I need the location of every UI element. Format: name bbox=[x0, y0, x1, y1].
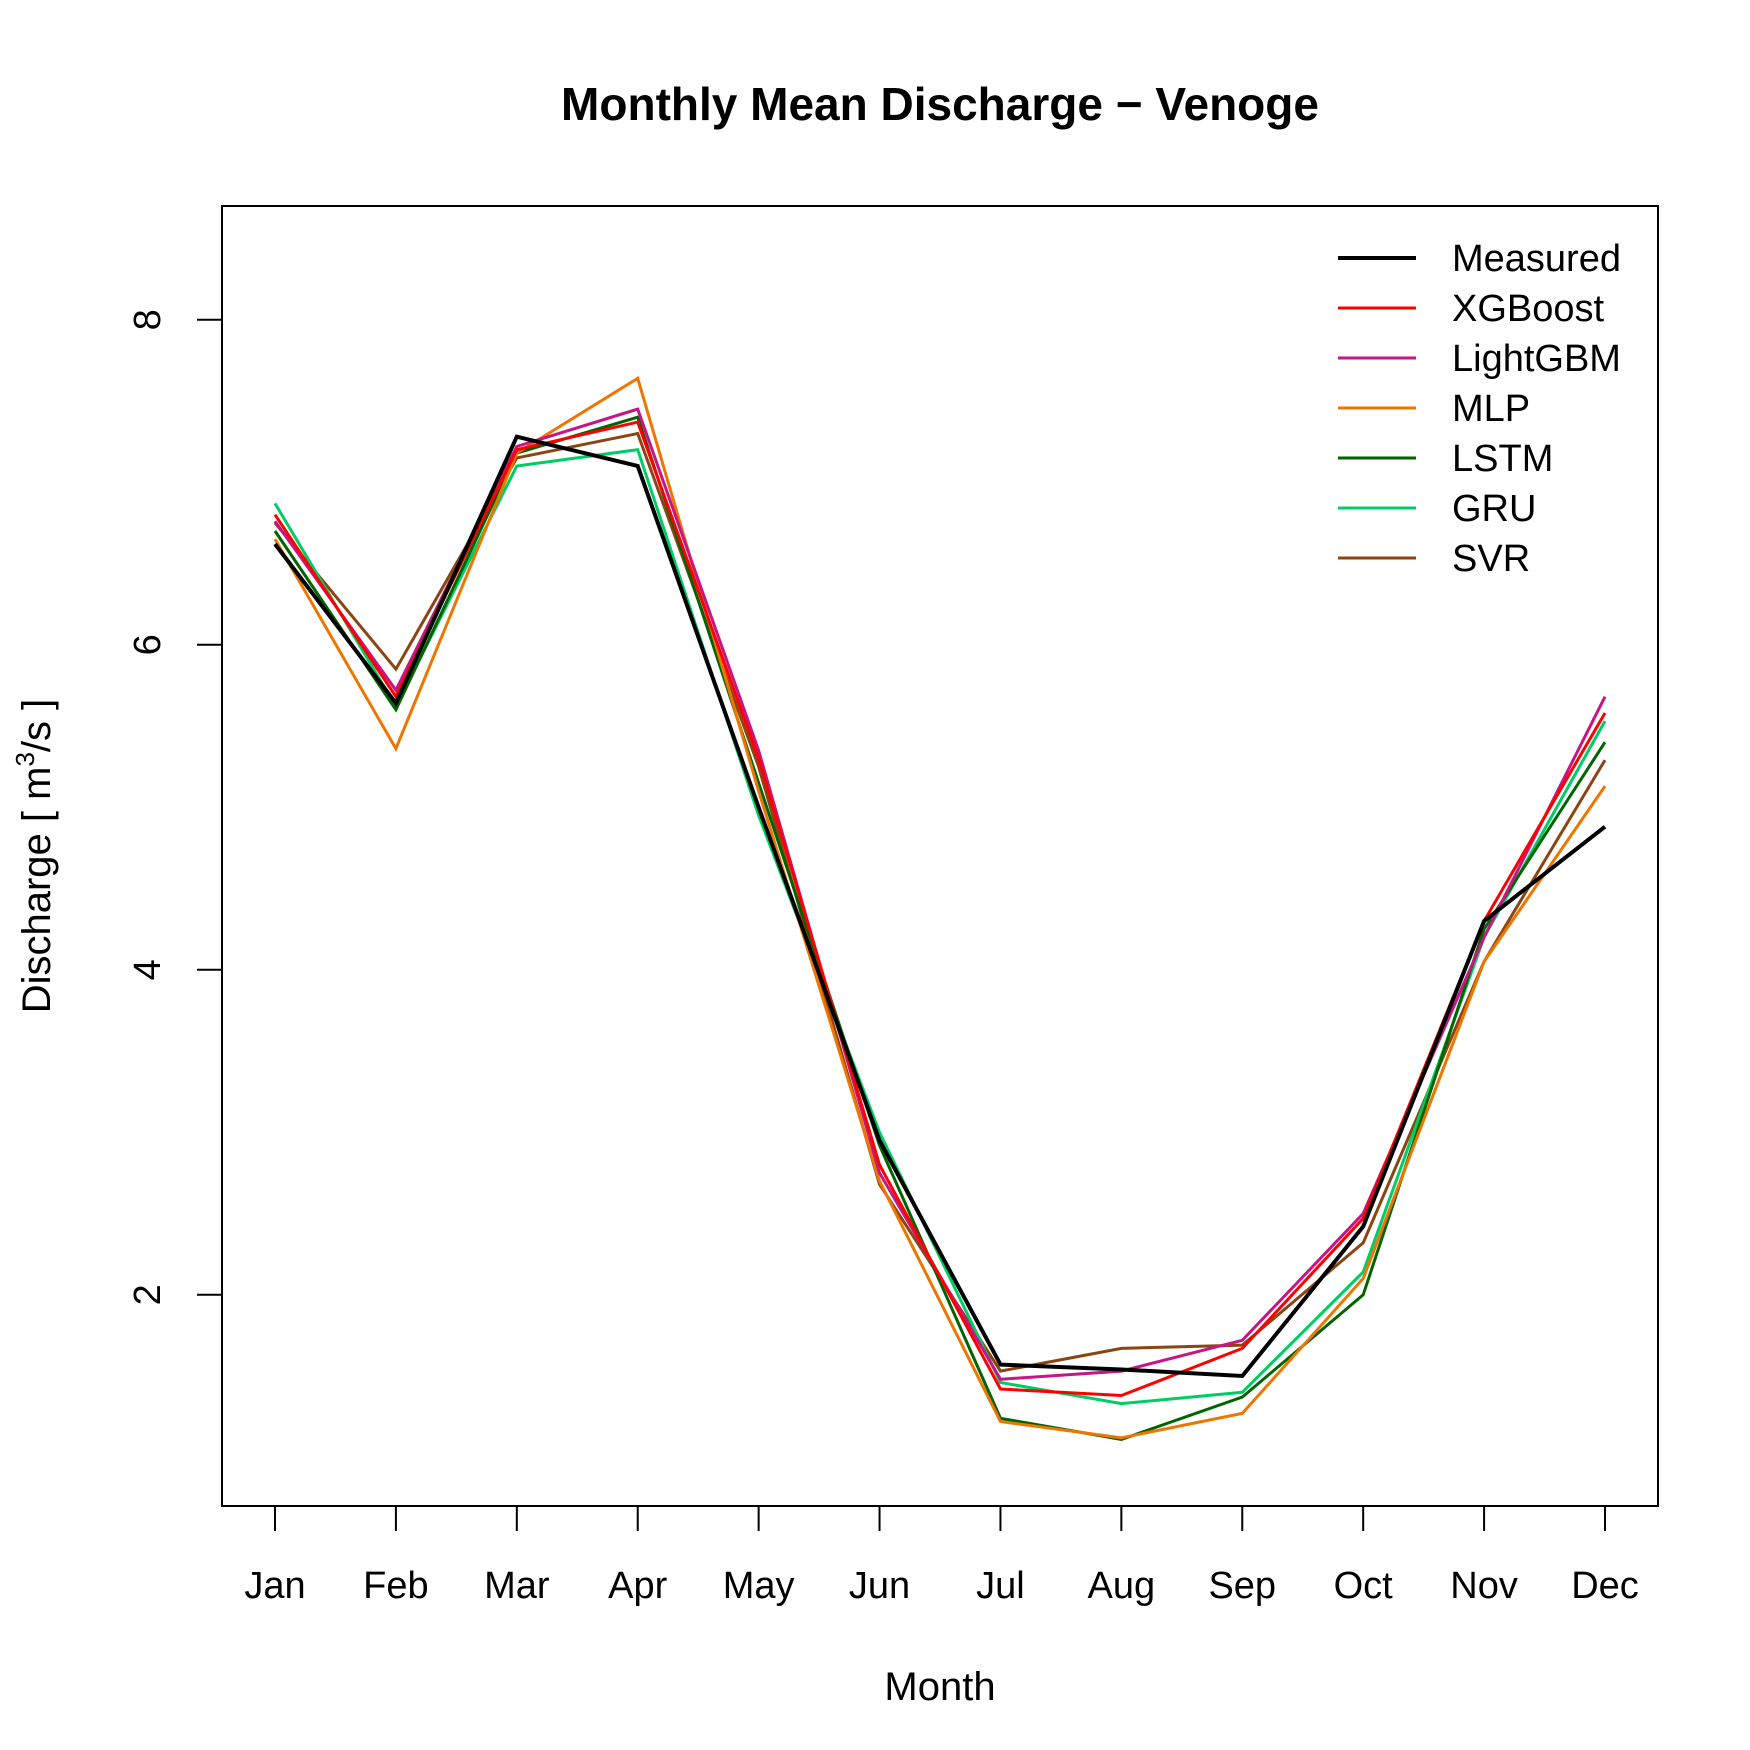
x-tick-label: Mar bbox=[484, 1565, 550, 1607]
legend-label-lightgbm: LightGBM bbox=[1452, 338, 1621, 380]
legend-label-svr: SVR bbox=[1452, 538, 1530, 580]
x-tick-label: Oct bbox=[1334, 1565, 1394, 1607]
legend-label-gru: GRU bbox=[1452, 488, 1536, 530]
series-line-gru bbox=[273, 448, 1607, 1406]
legend-label-mlp: MLP bbox=[1452, 388, 1530, 430]
series-line-xgboost bbox=[273, 420, 1607, 1398]
legend: Measured XGBoost LightGBM MLP LSTM GRU SVR bbox=[1338, 238, 1621, 580]
series-layer bbox=[273, 375, 1607, 1441]
y-tick-label: 6 bbox=[127, 634, 169, 655]
legend-label-lstm: LSTM bbox=[1452, 438, 1553, 480]
series-line-svr bbox=[273, 431, 1607, 1373]
y-axis-label-tail: /s ] bbox=[15, 699, 59, 752]
x-tick-label: Sep bbox=[1208, 1565, 1276, 1607]
y-tick-label: 8 bbox=[127, 309, 169, 330]
plot-frame bbox=[221, 205, 1659, 1507]
x-tick-label: Nov bbox=[1450, 1565, 1518, 1607]
y-tick-label: 2 bbox=[127, 1284, 169, 1305]
x-tick-label: May bbox=[723, 1565, 795, 1607]
x-tick-label: Jun bbox=[849, 1565, 910, 1607]
x-tick-label: Dec bbox=[1571, 1565, 1639, 1607]
legend-label-xgboost: XGBoost bbox=[1452, 288, 1605, 330]
y-axis-label: Discharge [ m3/s ] bbox=[10, 699, 59, 1014]
y-axis-label-main: Discharge [ m bbox=[15, 767, 59, 1014]
legend-label-measured: Measured bbox=[1452, 238, 1621, 280]
y-axis: 2 4 6 8 bbox=[127, 309, 223, 1305]
series-line-lstm bbox=[273, 415, 1607, 1441]
chart-title: Monthly Mean Discharge − Venoge bbox=[561, 78, 1319, 130]
series-line-measured bbox=[273, 434, 1607, 1379]
x-axis-label: Month bbox=[884, 1665, 995, 1709]
x-tick-label: Jul bbox=[976, 1565, 1025, 1607]
x-tick-label: Feb bbox=[363, 1565, 428, 1607]
y-tick-label: 4 bbox=[127, 959, 169, 980]
x-axis: Jan Feb Mar Apr May Jun Jul Aug Sep Oct Nov Dec bbox=[244, 1505, 1639, 1607]
x-tick-label: Aug bbox=[1088, 1565, 1156, 1607]
series-line-mlp bbox=[273, 375, 1607, 1440]
x-tick-label: Apr bbox=[608, 1565, 667, 1607]
x-tick-label: Jan bbox=[244, 1565, 305, 1607]
y-axis-label-superscript: 3 bbox=[10, 752, 40, 766]
